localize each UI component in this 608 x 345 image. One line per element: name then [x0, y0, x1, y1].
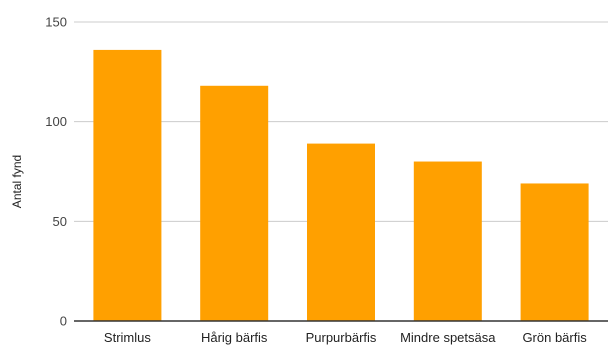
- x-category-label: Mindre spetsäsa: [400, 330, 496, 345]
- y-tick-labels: 0 50 100 150: [45, 15, 67, 329]
- y-axis-title: Antal fynd: [10, 155, 24, 208]
- bar: [413, 161, 482, 321]
- bar: [307, 143, 375, 321]
- x-category-labels: Strimlus Hårig bärfis Purpurbärfis Mindre s…: [104, 330, 587, 345]
- x-category-label: Purpurbärfis: [306, 330, 377, 345]
- bar: [93, 49, 162, 321]
- y-tick-label: 50: [53, 214, 67, 229]
- bars: [93, 49, 589, 321]
- bar: [520, 183, 589, 321]
- y-tick-label: 150: [45, 15, 67, 30]
- x-category-label: Hårig bärfis: [201, 330, 268, 345]
- y-tick-label: 100: [45, 114, 67, 129]
- bar: [200, 85, 269, 321]
- x-category-label: Strimlus: [104, 330, 151, 345]
- x-category-label: Grön bärfis: [522, 330, 587, 345]
- y-tick-label: 0: [60, 314, 67, 329]
